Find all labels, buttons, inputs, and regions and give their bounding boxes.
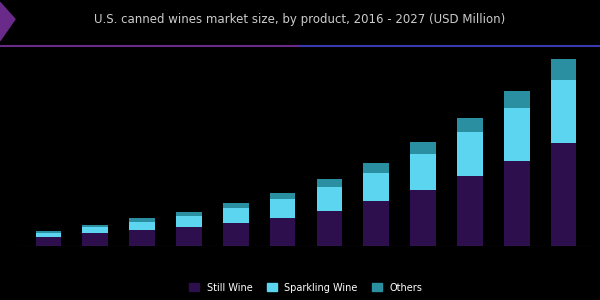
Bar [176, 216, 202, 227]
Bar [317, 211, 342, 246]
Bar [129, 230, 155, 246]
Bar [410, 142, 436, 154]
Bar [82, 225, 108, 227]
Bar [270, 218, 295, 246]
Bar [457, 118, 483, 132]
Bar [223, 203, 248, 208]
Bar [364, 172, 389, 201]
Bar [551, 80, 577, 142]
Bar [176, 227, 202, 246]
Bar [270, 199, 295, 218]
Bar [35, 233, 61, 237]
Legend: Still Wine, Sparkling Wine, Others: Still Wine, Sparkling Wine, Others [185, 279, 427, 297]
Text: U.S. canned wines market size, by product, 2016 - 2027 (USD Million): U.S. canned wines market size, by produc… [94, 13, 506, 26]
Bar [410, 154, 436, 190]
Bar [317, 179, 342, 187]
Bar [364, 163, 389, 172]
Bar [223, 208, 248, 223]
Polygon shape [0, 2, 15, 41]
Bar [270, 193, 295, 199]
Bar [82, 227, 108, 233]
Bar [129, 222, 155, 230]
Bar [176, 212, 202, 216]
Bar [317, 187, 342, 211]
Bar [504, 91, 530, 108]
Bar [364, 201, 389, 246]
Bar [457, 132, 483, 176]
Bar [35, 231, 61, 233]
Bar [457, 176, 483, 246]
Bar [35, 237, 61, 246]
Bar [551, 59, 577, 80]
Bar [410, 190, 436, 246]
Bar [551, 142, 577, 246]
Bar [504, 108, 530, 160]
Bar [223, 223, 248, 246]
Bar [129, 218, 155, 222]
Bar [504, 160, 530, 246]
Bar [82, 233, 108, 246]
